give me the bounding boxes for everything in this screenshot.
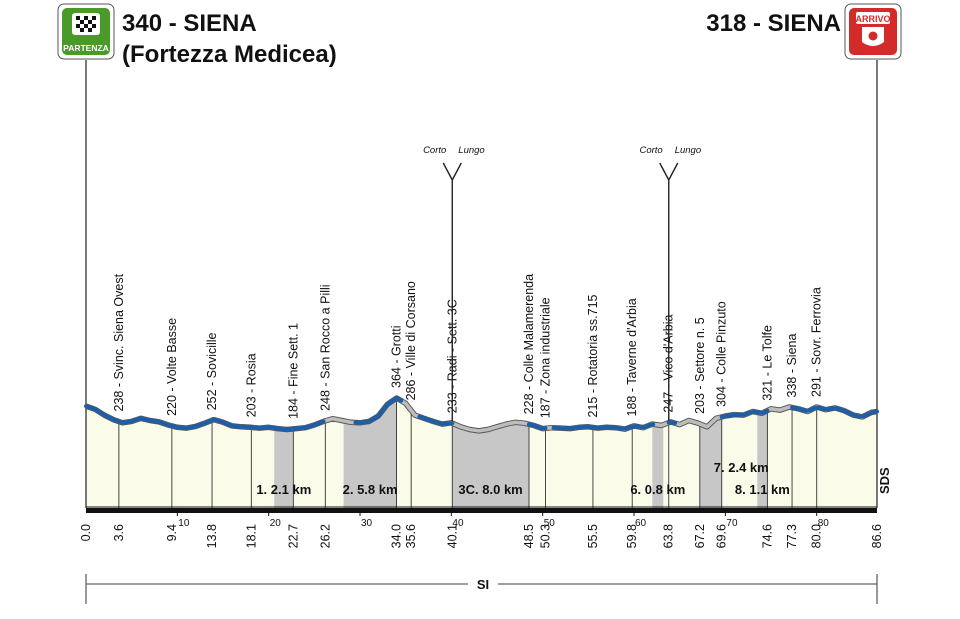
sector-label: 1. 2.1 km bbox=[256, 482, 311, 497]
scale-tick-label: 30 bbox=[361, 518, 373, 529]
waypoint-label: 187 - Zona industriale bbox=[538, 297, 552, 418]
waypoint-label: 203 - Rosia bbox=[244, 353, 258, 417]
waypoint-label: 321 - Le Tolfe bbox=[760, 325, 774, 401]
waypoint-km-label: 55.5 bbox=[586, 524, 600, 548]
sector-area bbox=[452, 422, 529, 508]
sector-label: 6. 0.8 km bbox=[630, 482, 685, 497]
waypoint-label: 252 - Sovicille bbox=[205, 332, 219, 410]
side-label-sds: SDS bbox=[877, 467, 892, 494]
waypoint-km-label: 77.3 bbox=[785, 524, 799, 548]
start-place: (Fortezza Medicea) bbox=[122, 41, 337, 68]
profile-paved bbox=[353, 396, 404, 425]
waypoint-label: 203 - Settore n. 5 bbox=[693, 317, 707, 414]
fork-branch bbox=[659, 162, 670, 181]
waypoint-label: 215 - Rotatoria ss.715 bbox=[586, 294, 600, 417]
waypoint-km-label: 22.7 bbox=[286, 524, 300, 548]
waypoint-label: 338 - Siena bbox=[785, 334, 799, 398]
waypoint-km-label: 18.1 bbox=[244, 524, 258, 548]
profile-paved bbox=[527, 422, 548, 431]
profile-paved bbox=[719, 408, 770, 419]
sector-area bbox=[757, 410, 768, 508]
arrivo-badge-icon: ARRIVO bbox=[844, 3, 902, 60]
profile-paved bbox=[666, 419, 678, 426]
scale-tick-label: 80 bbox=[818, 518, 830, 529]
waypoint-km-label: 80.0 bbox=[810, 524, 824, 548]
waypoint-label: 291 - Sovr. Ferrovia bbox=[810, 287, 824, 397]
sector-area bbox=[699, 416, 722, 508]
sector-label: 8. 1.1 km bbox=[735, 482, 790, 497]
finish-km-label: 86.6 bbox=[870, 524, 884, 548]
start-km-label: 0.0 bbox=[79, 524, 93, 541]
fork-left-label: Corto bbox=[639, 145, 662, 156]
waypoint-label: 220 - Volte Basse bbox=[165, 318, 179, 416]
scale-tick-label: 60 bbox=[635, 518, 647, 529]
sector-label: 3C. 8.0 km bbox=[458, 482, 522, 497]
waypoint-km-label: 48.5 bbox=[522, 524, 536, 548]
waypoint-label: 184 - Fine Sett. 1 bbox=[286, 323, 300, 419]
waypoint-km-label: 34.0 bbox=[390, 524, 404, 548]
waypoint-km-label: 9.4 bbox=[165, 524, 179, 541]
waypoint-km-label: 50.3 bbox=[538, 524, 552, 548]
profile-paved bbox=[790, 405, 879, 419]
sector-area bbox=[274, 428, 294, 508]
waypoint-km-label: 74.6 bbox=[760, 524, 774, 548]
finish-code: 318 - SIENA bbox=[706, 10, 841, 37]
waypoint-km-label: 40.1 bbox=[445, 524, 459, 548]
arrivo-label: ARRIVO bbox=[855, 14, 890, 24]
bottom-span: SI bbox=[85, 574, 878, 604]
scale-tick-label: 10 bbox=[178, 518, 190, 529]
sector-label: 2. 5.8 km bbox=[343, 482, 398, 497]
waypoint-label: 286 - Ville di Corsano bbox=[404, 281, 418, 400]
fork-right-label: Lungo bbox=[675, 145, 701, 156]
bottom-label-si: SI bbox=[477, 577, 489, 592]
fork-branch bbox=[668, 162, 679, 181]
sector-area bbox=[343, 398, 397, 508]
waypoint-km-label: 35.6 bbox=[404, 524, 418, 548]
waypoint-label: 304 - Colle Pinzuto bbox=[715, 301, 729, 407]
scale-tick-label: 20 bbox=[270, 518, 282, 529]
scale-tick-label: 50 bbox=[544, 518, 556, 529]
profile-paved bbox=[84, 404, 326, 432]
sector-area bbox=[652, 424, 664, 508]
waypoint-label: 228 - Colle Malamerenda bbox=[522, 274, 536, 414]
scale-tick-label: 70 bbox=[726, 518, 738, 529]
waypoint-km-label: 13.8 bbox=[205, 524, 219, 548]
sector-label: 7. 2.4 km bbox=[714, 460, 769, 475]
start-code: 340 - SIENA bbox=[122, 10, 257, 37]
profile-paved bbox=[417, 414, 455, 426]
fork-branch bbox=[442, 162, 453, 181]
fork-branch bbox=[451, 162, 462, 181]
waypoint-label: 188 - Taverne d'Arbia bbox=[625, 298, 639, 416]
partenza-label: PARTENZA bbox=[63, 43, 109, 53]
waypoint-km-label: 67.2 bbox=[693, 524, 707, 548]
waypoint-km-label: 69.6 bbox=[715, 524, 729, 548]
waypoint-km-label: 3.6 bbox=[112, 524, 126, 541]
waypoint-label: 238 - Svinc. Siena Ovest bbox=[112, 273, 126, 411]
waypoint-label: 248 - San Rocco a Pilli bbox=[318, 284, 332, 410]
waypoint-km-label: 59.8 bbox=[625, 524, 639, 548]
waypoint-km-label: 26.2 bbox=[318, 524, 332, 548]
scale-tick-label: 40 bbox=[452, 518, 464, 529]
partenza-badge-icon: PARTENZA bbox=[57, 3, 115, 60]
fork-left-label: Corto bbox=[423, 145, 446, 156]
waypoint-km-label: 63.8 bbox=[662, 524, 676, 548]
waypoint-label: 364 - Grotti bbox=[390, 325, 404, 388]
profile-paved bbox=[551, 422, 656, 431]
fork-right-label: Lungo bbox=[458, 145, 484, 156]
distance-bar bbox=[86, 508, 877, 513]
